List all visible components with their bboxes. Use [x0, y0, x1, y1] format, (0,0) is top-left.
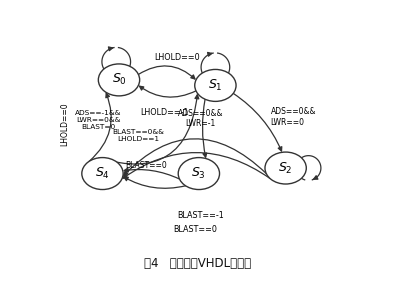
Text: LHOLD==0: LHOLD==0 [60, 102, 69, 146]
FancyArrowPatch shape [124, 177, 186, 188]
Text: BLAST==-1: BLAST==-1 [177, 211, 224, 220]
Text: LHOLD==0: LHOLD==0 [154, 53, 199, 62]
Text: $S_2$: $S_2$ [278, 160, 293, 176]
FancyArrowPatch shape [139, 86, 196, 97]
Text: 图4   本地总线VHDL状态机: 图4 本地总线VHDL状态机 [144, 257, 251, 269]
Text: $S_3$: $S_3$ [192, 166, 206, 181]
Text: LHOLD==-1: LHOLD==-1 [141, 108, 189, 117]
FancyArrowPatch shape [124, 168, 179, 179]
Text: $S_0$: $S_0$ [111, 72, 126, 87]
FancyArrowPatch shape [233, 93, 282, 151]
FancyArrowPatch shape [138, 66, 195, 79]
Text: $S_4$: $S_4$ [95, 166, 110, 181]
Ellipse shape [98, 64, 140, 96]
FancyArrowPatch shape [99, 95, 199, 164]
Ellipse shape [82, 158, 123, 189]
FancyArrowPatch shape [203, 99, 207, 157]
Text: ADS==0&&
LWR==0: ADS==0&& LWR==0 [271, 107, 316, 127]
Text: ADS==-1&&
LWR==0&&
BLAST=0: ADS==-1&& LWR==0&& BLAST=0 [75, 110, 122, 130]
Ellipse shape [178, 158, 220, 189]
Ellipse shape [195, 69, 236, 101]
FancyArrowPatch shape [124, 139, 266, 175]
Ellipse shape [265, 152, 306, 184]
FancyArrowPatch shape [89, 94, 111, 161]
Text: BLAST==0&&
LHOLD==1: BLAST==0&& LHOLD==1 [112, 129, 164, 142]
Text: BLAST==0: BLAST==0 [173, 225, 217, 234]
FancyArrowPatch shape [123, 153, 270, 178]
Text: BLAST==0: BLAST==0 [126, 161, 167, 170]
Text: $S_1$: $S_1$ [208, 78, 223, 93]
Text: ADS==0&&
LWR=-1: ADS==0&& LWR=-1 [177, 109, 223, 128]
